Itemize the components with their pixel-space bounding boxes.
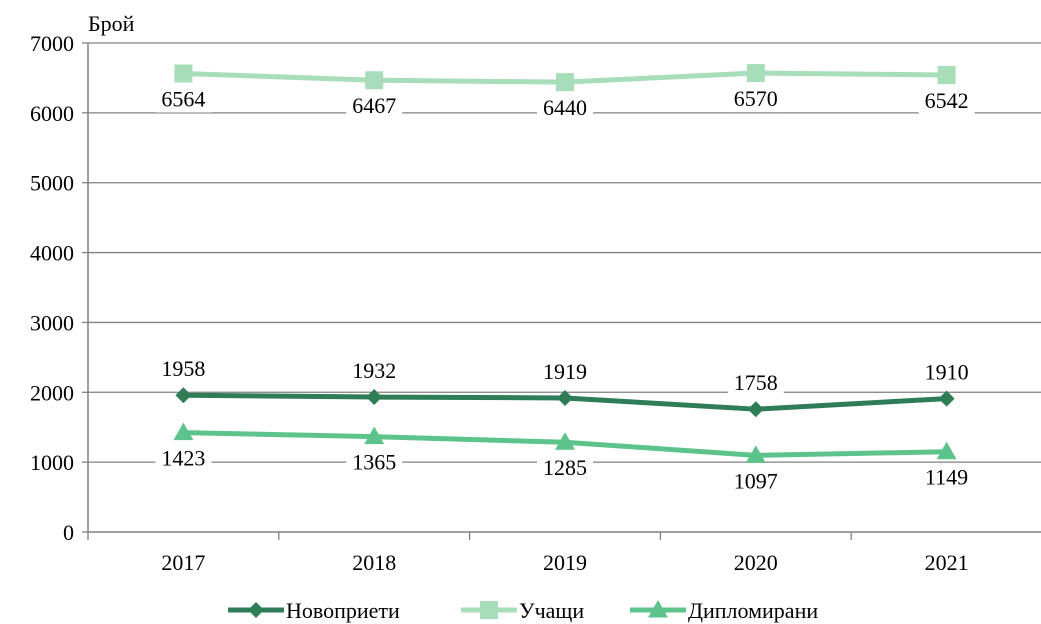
data-label-bg [537, 455, 593, 482]
y-tick-label: 7000 [30, 31, 74, 56]
data-label-bg [918, 87, 975, 114]
data-point-marker [366, 389, 383, 406]
data-label-bg [537, 95, 593, 122]
legend-marker [480, 601, 498, 619]
legend-label: Учащи [519, 598, 584, 623]
data-label: 1910 [925, 360, 969, 385]
data-point-marker [937, 65, 956, 84]
data-point-marker [557, 389, 573, 406]
data-label: 6564 [161, 86, 205, 111]
data-point-marker [173, 422, 194, 441]
data-label: 1149 [925, 465, 968, 490]
data-point-marker [174, 64, 193, 83]
x-tick-label: 2018 [352, 550, 396, 575]
data-label-bg [727, 468, 784, 495]
y-tick-label: 6000 [30, 101, 74, 126]
data-label-bg [346, 358, 403, 385]
data-point-marker [938, 390, 955, 407]
data-label-bg [727, 86, 784, 113]
y-tick-label: 1000 [30, 450, 74, 475]
data-label: 6542 [925, 88, 969, 113]
legend-marker [648, 600, 668, 618]
data-point-marker [747, 401, 764, 418]
data-label: 1758 [734, 370, 778, 395]
data-label: 1365 [352, 450, 396, 475]
series-group [173, 64, 957, 463]
data-point-marker [555, 432, 575, 450]
data-point-marker [365, 71, 384, 90]
data-point-marker [556, 73, 574, 92]
data-point-marker [175, 387, 192, 404]
data-label-bg [346, 93, 403, 120]
y-tick-label: 4000 [30, 241, 74, 266]
y-tick-label: 5000 [30, 171, 74, 196]
data-label: 1423 [161, 446, 205, 471]
data-point-marker [364, 426, 385, 445]
legend-label: Дипломирани [688, 598, 818, 623]
y-tick-label: 0 [63, 520, 74, 545]
data-point-marker [936, 441, 957, 460]
data-label-bg [537, 358, 593, 385]
data-label-bg [727, 370, 784, 397]
x-tick-label: 2017 [161, 550, 205, 575]
data-label: 6467 [352, 93, 396, 118]
data-label-bg [346, 449, 403, 476]
y-tick-labels: 0 1000 2000 3000 4000 5000 6000 7000 [30, 31, 74, 545]
data-point-marker [746, 64, 765, 83]
data-label: 1097 [734, 468, 778, 493]
legend-label: Новоприети [286, 598, 400, 623]
x-tick-label: 2020 [734, 550, 778, 575]
axes [82, 42, 1041, 540]
data-label-bg [155, 86, 212, 113]
data-label: 1958 [161, 356, 205, 381]
y-axis-title: Брой [88, 11, 135, 36]
data-label: 6440 [543, 95, 587, 120]
data-point-marker [745, 445, 766, 463]
data-label-bg [918, 359, 975, 386]
legend: Новоприети Учащи Дипломирани [228, 598, 818, 623]
y-tick-label: 2000 [30, 380, 74, 405]
x-tick-label: 2021 [925, 550, 969, 575]
legend-marker [248, 602, 264, 618]
x-tick-label: 2019 [543, 550, 587, 575]
data-label: 1932 [352, 358, 396, 383]
x-tick-labels: 2017 2018 2019 2020 2021 [161, 550, 968, 575]
data-labels: 1958 1932 1919 1758 1910 6564 6467 6440 6570 6542… [155, 86, 975, 495]
y-tick-label: 3000 [30, 310, 74, 335]
data-label-bg [155, 445, 212, 472]
data-label-bg [918, 464, 975, 491]
data-label-bg [155, 356, 212, 383]
data-label: 1919 [543, 359, 587, 384]
data-label: 1285 [543, 455, 587, 480]
data-label: 6570 [734, 86, 778, 111]
